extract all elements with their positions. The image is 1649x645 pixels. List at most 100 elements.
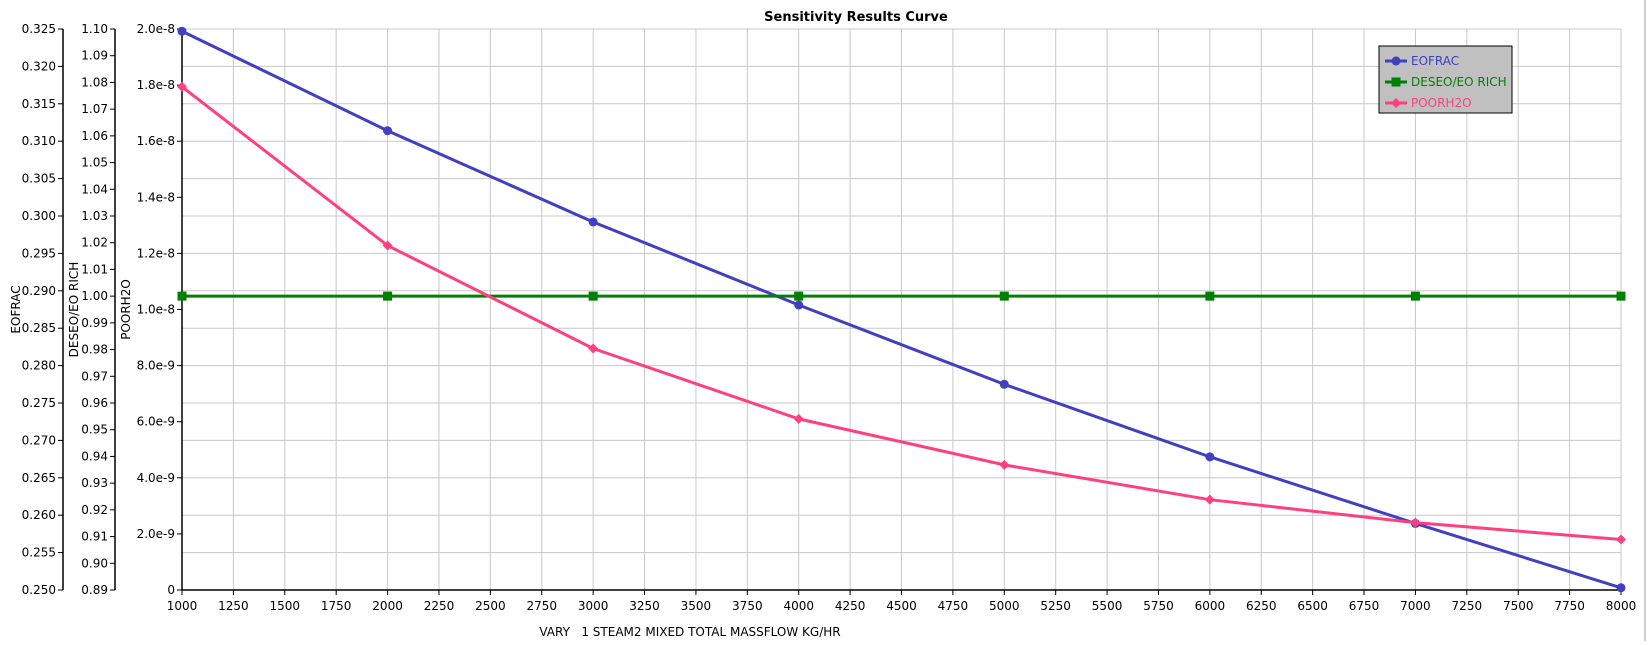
data-point-deseo-eo-rich <box>999 291 1009 301</box>
data-point-poorh2o <box>382 240 393 251</box>
data-point-eofrac <box>1616 583 1626 593</box>
y-axis-label: EOFRAC <box>9 285 23 333</box>
y-tick-label: 1.09 <box>81 49 108 63</box>
data-point-poorh2o <box>793 413 804 424</box>
x-tick-label: 2750 <box>526 599 557 613</box>
x-tick-label: 6750 <box>1349 599 1380 613</box>
y-tick-label: 1.02 <box>81 236 108 250</box>
data-point-deseo-eo-rich <box>1616 291 1626 301</box>
y-tick-label: 0.280 <box>22 359 56 373</box>
legend-label-poorh2o: POORH2O <box>1411 96 1472 110</box>
legend-marker-deseo-eo-rich <box>1391 77 1401 87</box>
series-line-eofrac <box>181 29 1622 590</box>
y-tick-label: 8.0e-9 <box>137 359 175 373</box>
data-point-poorh2o <box>177 81 187 92</box>
data-point-deseo-eo-rich <box>1410 291 1420 301</box>
y-tick-label: 0.320 <box>22 59 56 73</box>
y-tick-label: 0.310 <box>22 134 56 148</box>
y-tick-label: 1.6e-8 <box>137 134 175 148</box>
x-tick-label: 1500 <box>270 599 301 613</box>
y-tick-label: 1.06 <box>81 129 108 143</box>
y-tick-label: 0.92 <box>81 503 108 517</box>
x-tick-label: 1250 <box>218 599 249 613</box>
x-tick-label: 6250 <box>1246 599 1277 613</box>
y-tick-label: 1.04 <box>81 182 108 196</box>
data-point-eofrac <box>794 300 804 310</box>
x-tick-label: 5500 <box>1092 599 1123 613</box>
y-tick-label: 1.8e-8 <box>137 78 175 92</box>
y-tick-label: 2.0e-9 <box>137 527 175 541</box>
y-tick-label: 1.07 <box>81 102 108 116</box>
y-tick-label: 0.93 <box>81 476 108 490</box>
data-point-eofrac <box>383 126 393 136</box>
legend-label-deseo-eo-rich: DESEO/EO RICH <box>1411 75 1507 89</box>
data-point-deseo-eo-rich <box>177 291 187 301</box>
y-tick-label: 6.0e-9 <box>137 415 175 429</box>
y-tick-label: 1.08 <box>81 75 108 89</box>
y-tick-label: 0.270 <box>22 433 56 447</box>
y-tick-label: 0.250 <box>22 583 56 597</box>
y-tick-label: 0.89 <box>81 583 108 597</box>
data-point-eofrac <box>999 379 1009 389</box>
x-tick-label: 5750 <box>1143 599 1174 613</box>
x-tick-label: 7500 <box>1503 599 1534 613</box>
y-tick-label: 0.99 <box>81 316 108 330</box>
x-tick-label: 3500 <box>681 599 712 613</box>
data-point-deseo-eo-rich <box>588 291 598 301</box>
data-point-poorh2o <box>1410 517 1421 528</box>
x-tick-label: 6000 <box>1195 599 1226 613</box>
y-tick-label: 0.91 <box>81 530 108 544</box>
y-tick-label: 0.265 <box>22 471 56 485</box>
y-tick-label: 0.95 <box>81 423 108 437</box>
data-point-eofrac <box>1205 452 1215 462</box>
x-tick-label: 4500 <box>886 599 917 613</box>
y-tick-label: 0.325 <box>22 22 56 36</box>
y-tick-label: 0.260 <box>22 508 56 522</box>
y-tick-label: 0.295 <box>22 246 56 260</box>
data-point-deseo-eo-rich <box>383 291 393 301</box>
y-tick-label: 1.2e-8 <box>137 246 175 260</box>
y-axis-label: DESEO/EO RICH <box>67 262 81 358</box>
x-tick-label: 2000 <box>372 599 403 613</box>
x-tick-label: 5000 <box>989 599 1020 613</box>
y-tick-label: 0.275 <box>22 396 56 410</box>
x-axis-label: VARY 1 STEAM2 MIXED TOTAL MASSFLOW KG/HR <box>539 625 840 639</box>
y-tick-label: 1.05 <box>81 156 108 170</box>
legend: EOFRAC DESEO/EO RICH POORH2O <box>1378 45 1513 114</box>
x-tick-label: 8000 <box>1606 599 1637 613</box>
x-tick-label: 5250 <box>1040 599 1071 613</box>
legend-marker-poorh2o <box>1391 98 1401 108</box>
y-tick-label: 0.315 <box>22 97 56 111</box>
y-tick-label: 4.0e-9 <box>137 471 175 485</box>
x-tick-label: 3250 <box>629 599 660 613</box>
series-layer <box>177 26 1626 593</box>
y-tick-label: 1.03 <box>81 209 108 223</box>
data-point-poorh2o <box>999 459 1010 470</box>
x-tick-label: 4750 <box>938 599 969 613</box>
x-tick-label: 7000 <box>1400 599 1431 613</box>
data-point-deseo-eo-rich <box>1205 291 1215 301</box>
chart-title: Sensitivity Results Curve <box>764 10 948 25</box>
data-point-poorh2o <box>1616 534 1626 545</box>
y-tick-label: 1.00 <box>81 289 108 303</box>
y-tick-label: 0 <box>167 583 175 597</box>
x-tick-label: 3750 <box>732 599 763 613</box>
y-tick-label: 0.97 <box>81 369 108 383</box>
x-tick-label: 1750 <box>321 599 352 613</box>
data-point-poorh2o <box>588 343 599 354</box>
x-tick-label: 2250 <box>424 599 455 613</box>
x-tick-label: 3000 <box>578 599 609 613</box>
y-tick-label: 0.96 <box>81 396 108 410</box>
legend-label-eofrac: EOFRAC <box>1411 54 1459 68</box>
y-tick-label: 1.10 <box>81 22 108 36</box>
data-point-deseo-eo-rich <box>794 291 804 301</box>
x-tick-label: 2500 <box>475 599 506 613</box>
y-tick-label: 0.285 <box>22 321 56 335</box>
y-tick-label: 1.01 <box>81 262 108 276</box>
y-tick-label: 0.300 <box>22 209 56 223</box>
y-tick-label: 0.290 <box>22 284 56 298</box>
y-tick-label: 1.0e-8 <box>137 303 175 317</box>
x-tick-label: 1000 <box>167 599 198 613</box>
x-tick-label: 4250 <box>835 599 866 613</box>
